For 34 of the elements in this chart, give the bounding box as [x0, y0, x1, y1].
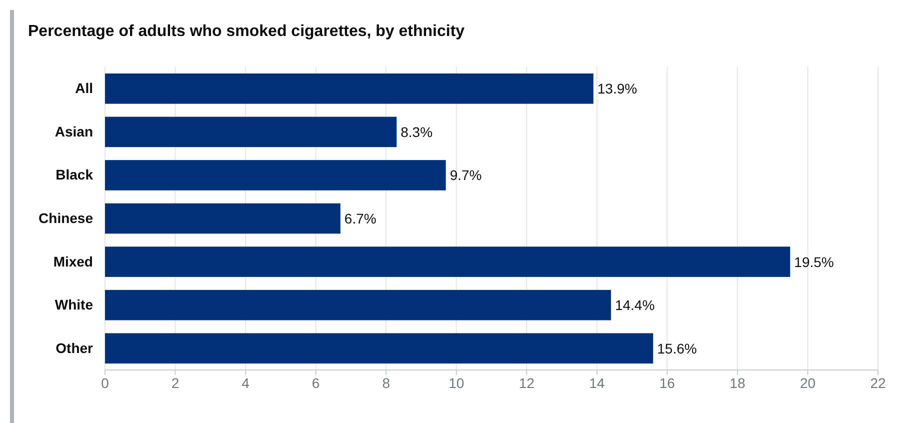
bar — [105, 290, 611, 320]
x-tick-label: 20 — [800, 374, 816, 391]
x-tick-label: 18 — [730, 374, 746, 391]
y-tick-label: Black — [56, 166, 94, 183]
x-tick-label: 10 — [448, 374, 464, 391]
y-tick-label: All — [75, 80, 93, 96]
x-tick-label: 12 — [518, 374, 535, 391]
data-label: 8.3% — [400, 124, 433, 140]
data-label: 14.4% — [614, 297, 655, 314]
x-tick-label: 8 — [382, 374, 390, 391]
x-tick-label: 2 — [171, 374, 180, 391]
bar — [105, 116, 397, 148]
data-label: 6.7% — [344, 210, 376, 226]
y-tick-label: Other — [56, 340, 94, 356]
data-label: 15.6% — [657, 340, 697, 356]
chart-title: Percentage of adults who smoked cigarettes, by ethnicity — [28, 23, 465, 40]
data-label: 9.7% — [450, 167, 482, 184]
bar — [105, 246, 790, 277]
data-label: 13.9% — [597, 80, 638, 97]
x-tick-label: 14 — [589, 374, 605, 391]
x-tick-label: 0 — [101, 374, 110, 391]
bar — [105, 203, 340, 234]
bar — [105, 160, 446, 190]
bar — [105, 333, 654, 364]
y-tick-label: Asian — [54, 123, 93, 140]
x-tick-label: 16 — [659, 374, 676, 391]
y-tick-label: Mixed — [53, 253, 93, 270]
x-tick-label: 6 — [312, 374, 320, 391]
y-tick-label: White — [54, 296, 94, 313]
y-tick-label: Chinese — [38, 210, 94, 226]
data-label: 19.5% — [794, 254, 834, 270]
x-tick-label: 4 — [242, 374, 250, 391]
bar — [105, 73, 594, 104]
x-tick-label: 22 — [870, 374, 886, 391]
